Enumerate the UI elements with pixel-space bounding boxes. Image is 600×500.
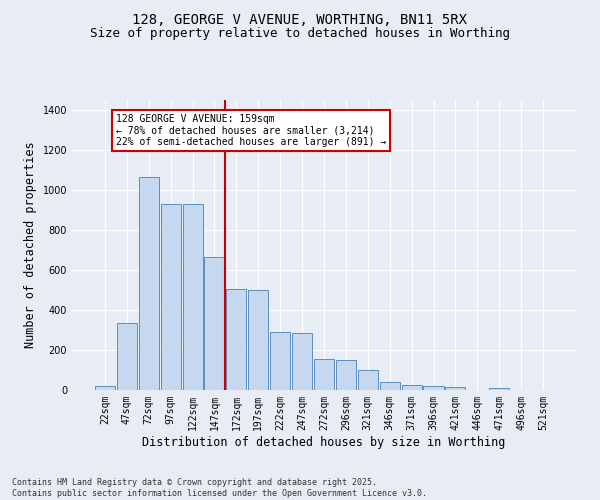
Bar — [117, 323, 137, 390]
Text: Size of property relative to detached houses in Worthing: Size of property relative to detached ho… — [90, 28, 510, 40]
Text: 128, GEORGE V AVENUE, WORTHING, BN11 5RX: 128, GEORGE V AVENUE, WORTHING, BN11 5RX — [133, 12, 467, 26]
Bar — [270, 332, 290, 390]
Bar — [336, 360, 356, 390]
Bar — [248, 290, 268, 390]
X-axis label: Distribution of detached houses by size in Worthing: Distribution of detached houses by size … — [142, 436, 506, 448]
Text: Contains HM Land Registry data © Crown copyright and database right 2025.
Contai: Contains HM Land Registry data © Crown c… — [12, 478, 427, 498]
Bar — [314, 359, 334, 390]
Text: 128 GEORGE V AVENUE: 159sqm
← 78% of detached houses are smaller (3,214)
22% of : 128 GEORGE V AVENUE: 159sqm ← 78% of det… — [116, 114, 386, 147]
Y-axis label: Number of detached properties: Number of detached properties — [24, 142, 37, 348]
Bar — [205, 257, 224, 390]
Bar — [226, 289, 247, 390]
Bar — [182, 204, 203, 390]
Bar — [380, 382, 400, 390]
Bar — [292, 333, 312, 390]
Bar — [401, 385, 422, 390]
Bar — [161, 204, 181, 390]
Bar — [358, 370, 378, 390]
Bar — [424, 386, 443, 390]
Bar — [445, 387, 466, 390]
Bar — [139, 177, 159, 390]
Bar — [95, 386, 115, 390]
Bar — [489, 388, 509, 390]
